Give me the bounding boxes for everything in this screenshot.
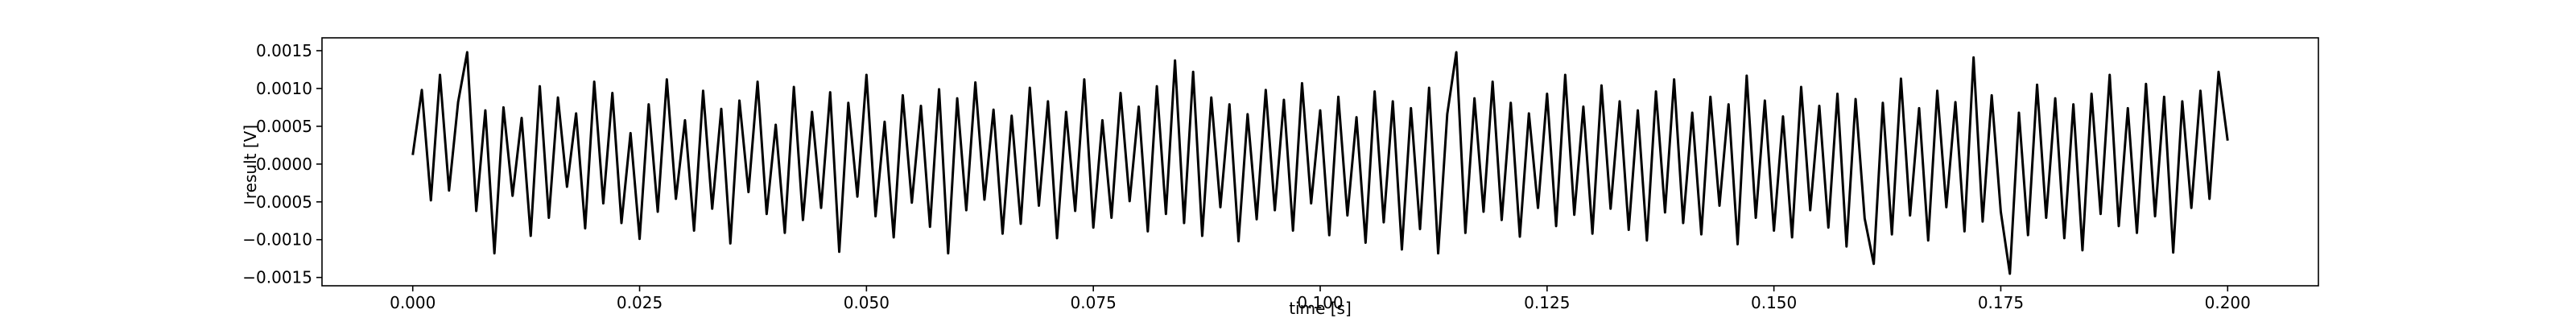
x-tick-label: 0.100 — [1297, 293, 1343, 312]
x-axis-label: time [s] — [1289, 299, 1352, 318]
x-tick-label: 0.025 — [617, 293, 663, 312]
y-tick-label: −0.0010 — [242, 230, 312, 250]
y-tick-label: 0.0015 — [256, 41, 312, 60]
y-tick-label: 0.0000 — [256, 155, 312, 174]
x-tick-label: 0.175 — [1978, 293, 2024, 312]
y-tick-label: 0.0005 — [256, 117, 312, 136]
y-tick-label: −0.0005 — [242, 192, 312, 212]
x-tick-label: 0.200 — [2205, 293, 2251, 312]
axes-frame — [321, 37, 2319, 287]
x-tick-label: 0.050 — [844, 293, 890, 312]
x-tick-label: 0.000 — [390, 293, 436, 312]
x-tick-label: 0.075 — [1071, 293, 1117, 312]
y-axis-label: result [V] — [241, 125, 260, 199]
x-tick-label: 0.150 — [1751, 293, 1797, 312]
x-tick-label: 0.125 — [1524, 293, 1570, 312]
signal-line — [411, 51, 2229, 275]
y-tick-label: −0.0015 — [242, 268, 312, 287]
y-tick-label: 0.0010 — [256, 79, 312, 98]
